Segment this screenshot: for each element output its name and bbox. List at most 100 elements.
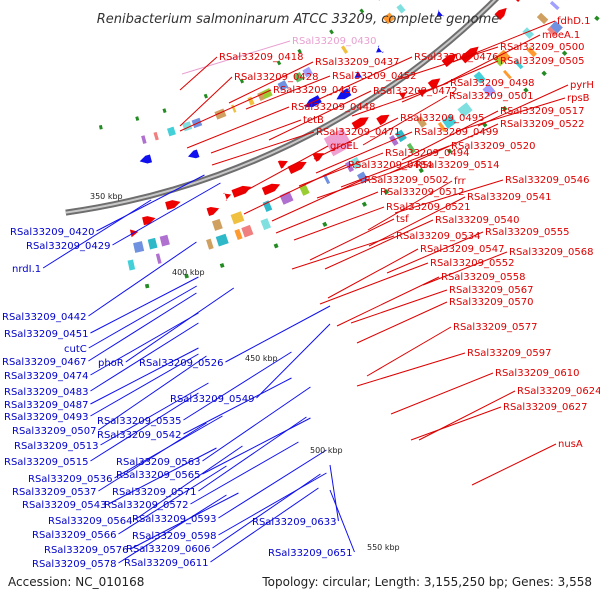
gene-label[interactable]: RSal33209_0493 [4,412,88,423]
gene-label[interactable]: RSal33209_0534 [396,231,480,242]
gene-label[interactable]: RSal33209_0430 [292,36,376,47]
gene-label[interactable]: RSal33209_0567 [449,285,533,296]
cog-colour-block [230,211,245,225]
gene-label[interactable]: RSal33209_0442 [2,312,86,323]
gene-label[interactable]: cutC [64,344,87,355]
gene-label[interactable]: RSal33209_0540 [435,215,519,226]
gene-label[interactable]: pyrH [570,80,594,91]
gene-label[interactable]: RSal33209_0452 [332,71,416,82]
gene-label[interactable]: RSal33209_0428 [234,72,318,83]
gene-label[interactable]: RSal33209_0627 [503,402,587,413]
gene-label[interactable]: rpsB [567,93,590,104]
gene-label[interactable]: RSal33209_0546 [505,175,589,186]
gene-label[interactable]: RSal33209_0571 [112,487,196,498]
gene-label[interactable]: RSal33209_0543 [22,500,106,511]
leader-lines [42,20,569,564]
gene-label[interactable]: RSal33209_0566 [32,530,116,541]
gene-label[interactable]: RSal33209_0476 [414,52,498,63]
gene-label[interactable]: RSal33209_0535 [97,416,181,427]
gene-label[interactable]: RSal33209_0597 [467,348,551,359]
gene-label[interactable]: RSal33209_0448 [291,102,375,113]
gene-label[interactable]: RSal33209_0610 [495,368,579,379]
gene-label[interactable]: RSal33209_0598 [132,531,216,542]
gene-label[interactable]: RSal33209_0451 [4,329,88,340]
gene-label[interactable]: RSal33209_0471 [316,127,400,138]
gene-label[interactable]: RSal33209_0494 [385,148,469,159]
gene-label[interactable]: RSal33209_0472 [373,86,457,97]
cog-colour-block [382,12,395,25]
feature-tick [273,243,279,249]
gene-label[interactable]: RSal33209_0501 [449,91,533,102]
gene-label[interactable]: RSal33209_0651 [268,548,352,559]
gene-label[interactable]: RSal33209_0577 [453,322,537,333]
gene-label[interactable]: tetB [303,115,324,126]
cog-colour-block [159,234,170,247]
gene-label[interactable]: RSal33209_0541 [467,192,551,203]
feature-tick [446,148,453,154]
gene-label[interactable]: RSal33209_0483 [4,387,88,398]
gene-label[interactable]: fdhD.1 [557,16,590,27]
leader-line [443,34,541,85]
gene-label[interactable]: RSal33209_0507 [12,426,96,437]
gene-label[interactable]: RSal33209_0549 [170,394,254,405]
gene-label[interactable]: RSal33209_0555 [485,227,569,238]
leader-line [198,416,307,492]
gene-label[interactable]: RSal33209_0521 [386,202,470,213]
gene-label[interactable]: RSal33209_0436 [273,85,357,96]
gene-label[interactable]: RSal33209_0495 [400,113,484,124]
gene-label[interactable]: RSal33209_0536 [28,474,112,485]
gene-label[interactable]: RSal33209_0611 [124,558,208,569]
gene-label[interactable]: RSal33209_0624 [517,386,600,397]
gene-label[interactable]: nrdI.1 [12,264,41,275]
gene-label[interactable]: RSal33209_0514 [415,160,499,171]
gene-label[interactable]: RSal33209_0502 [364,175,448,186]
gene-label[interactable]: RSal33209_0500 [500,42,584,53]
gene-label[interactable]: RSal33209_0513 [14,441,98,452]
gene-label[interactable]: RSal33209_0505 [500,56,584,67]
gene-label[interactable]: RSal33209_0552 [430,258,514,269]
cog-colour-block [262,200,273,212]
gene-label[interactable]: RSal33209_0563 [116,457,200,468]
gene-label[interactable]: RSal33209_0564 [48,516,132,527]
forward-gene-arrow [277,160,288,169]
gene-label[interactable]: RSal33209_0515 [4,457,88,468]
gene-label[interactable]: moeA.1 [542,30,580,41]
gene-label[interactable]: RSal33209_0572 [104,500,188,511]
gene-label[interactable]: groEL [330,141,359,152]
gene-label[interactable]: nusA [558,439,583,450]
gene-label[interactable]: RSal33209_0558 [441,272,525,283]
gene-label[interactable]: RSal33209_0499 [414,127,498,138]
gene-label[interactable]: RSal33209_0633 [252,517,336,528]
gene-label[interactable]: RSal33209_0512 [380,187,464,198]
gene-label[interactable]: RSal33209_0578 [32,559,116,570]
gene-label[interactable]: RSal33209_0606 [126,544,210,555]
reverse-gene-arrow [139,154,153,164]
gene-label[interactable]: RSal33209_0522 [500,119,584,130]
gene-label[interactable]: RSal33209_0429 [26,241,110,252]
leader-line [212,473,321,549]
gene-label[interactable]: RSal33209_0570 [449,297,533,308]
forward-gene-arrow [494,7,507,21]
gene-label[interactable]: RSal33209_0526 [139,358,223,369]
gene-label[interactable]: RSal33209_0576 [44,545,128,556]
gene-label[interactable]: RSal33209_0537 [12,487,96,498]
gene-label[interactable]: RSal33209_0437 [315,57,399,68]
gene-label[interactable]: tsf [396,214,409,225]
gene-label[interactable]: RSal33209_0487 [4,400,88,411]
gene-label[interactable]: RSal33209_0568 [509,247,593,258]
gene-label[interactable]: phoR [98,358,124,369]
gene-label[interactable]: RSal33209_0565 [116,470,200,481]
gene-label[interactable]: RSal33209_0517 [500,106,584,117]
gene-label[interactable]: RSal33209_0520 [451,141,535,152]
gene-label[interactable]: RSal33209_0467 [2,357,86,368]
gene-label[interactable]: frr [454,176,466,187]
gene-label[interactable]: RSal33209_0547 [420,244,504,255]
gene-label[interactable]: RSal33209_0420 [10,227,94,238]
gene-label[interactable]: RSal33209_0418 [219,52,303,63]
gene-label[interactable]: RSal33209_0474 [4,371,88,382]
gene-label[interactable]: RSal33209_0542 [97,430,181,441]
cog-colour-block [147,237,158,250]
gene-label[interactable]: RSal33209_0484 [348,160,432,171]
gene-label[interactable]: RSal33209_0593 [132,514,216,525]
gene-label[interactable]: RSal33209_0498 [450,78,534,89]
